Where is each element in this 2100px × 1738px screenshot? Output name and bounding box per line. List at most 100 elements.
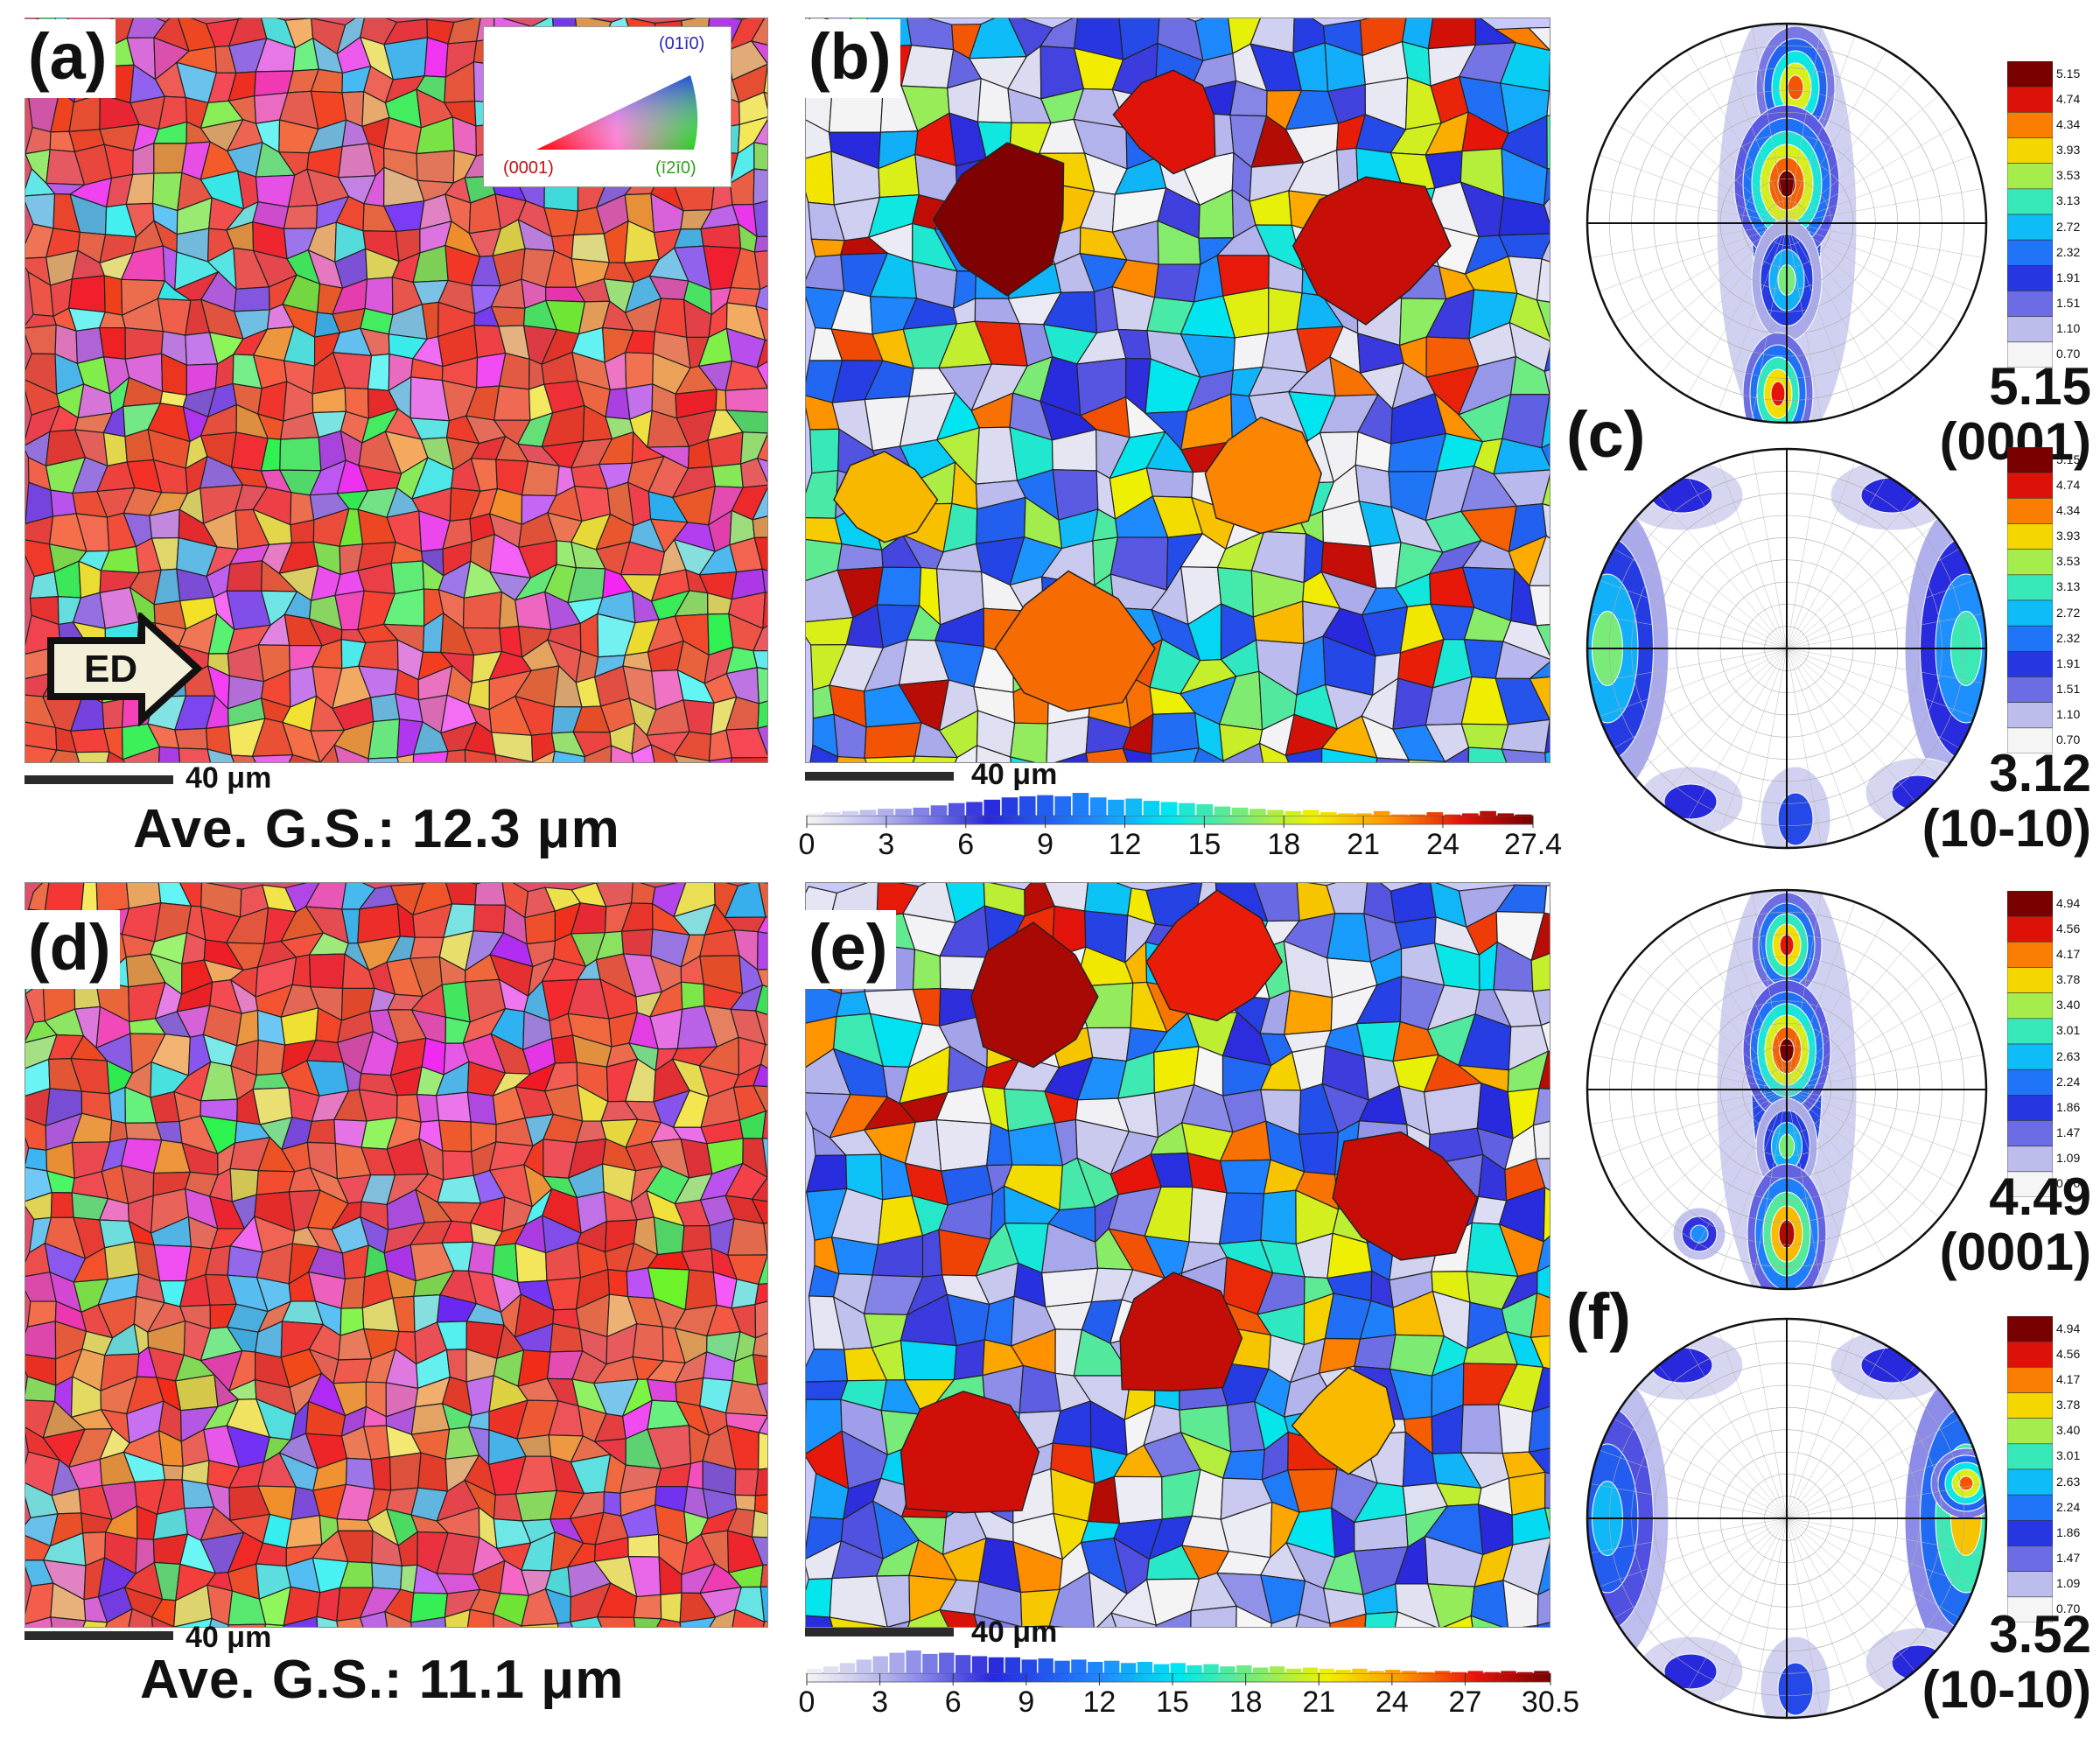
grain bbox=[1508, 292, 1550, 342]
legend-swatch bbox=[2007, 1571, 2053, 1598]
histogram-bar bbox=[1467, 1671, 1483, 1673]
grain bbox=[1530, 912, 1550, 962]
pf-grid-spoke bbox=[1786, 648, 1975, 718]
grain bbox=[80, 883, 99, 915]
legend-label: 4.34 bbox=[2056, 502, 2081, 517]
avg-grain-size-a: Ave. G.S.: 12.3 μm bbox=[133, 799, 620, 859]
grain bbox=[1320, 747, 1378, 762]
pf-grid-spoke bbox=[1786, 613, 1984, 649]
grain bbox=[1364, 1611, 1398, 1627]
tick-label: 6 bbox=[957, 828, 975, 861]
tick-label: 0 bbox=[798, 828, 816, 861]
grain bbox=[809, 428, 840, 474]
grain bbox=[806, 1380, 849, 1400]
grain bbox=[607, 1268, 629, 1298]
grain bbox=[1544, 368, 1550, 396]
grain bbox=[69, 728, 110, 753]
grain bbox=[761, 1138, 767, 1179]
grain bbox=[472, 904, 507, 934]
grain bbox=[1408, 759, 1446, 762]
tick-label: 0 bbox=[798, 1685, 816, 1719]
grain bbox=[1541, 239, 1550, 263]
legend-swatch bbox=[2007, 86, 2053, 113]
histogram-bar bbox=[895, 809, 912, 816]
grain bbox=[279, 437, 322, 472]
legend-label: 1.51 bbox=[2056, 296, 2081, 311]
histogram-bar bbox=[1231, 807, 1249, 816]
grain bbox=[1501, 748, 1547, 762]
grain bbox=[1150, 747, 1200, 762]
grain bbox=[254, 70, 294, 97]
histogram-bar bbox=[1338, 813, 1354, 816]
grain bbox=[756, 1382, 767, 1416]
legend-label: 4.17 bbox=[2056, 946, 2081, 961]
legend-swatch bbox=[2007, 727, 2053, 753]
grain bbox=[700, 223, 742, 249]
grain bbox=[1390, 883, 1437, 924]
grain bbox=[654, 298, 688, 339]
grain bbox=[756, 930, 767, 971]
legend-label: 4.94 bbox=[2056, 1321, 2081, 1335]
grain bbox=[1493, 438, 1550, 475]
grain bbox=[627, 1533, 660, 1558]
grain bbox=[753, 235, 767, 253]
grain bbox=[912, 755, 958, 762]
pf-grid-spoke bbox=[1786, 648, 1856, 837]
pf-grid-spoke bbox=[1786, 548, 1960, 649]
grain bbox=[758, 1415, 767, 1435]
grain bbox=[660, 1592, 682, 1623]
grain bbox=[319, 744, 340, 762]
grain bbox=[1541, 443, 1550, 467]
grain bbox=[103, 275, 123, 316]
legend-swatch bbox=[2007, 61, 2053, 88]
grainsize-grain-mosaic bbox=[806, 883, 1550, 1627]
pf-grid-spoke bbox=[1786, 648, 1984, 683]
large-grain bbox=[833, 451, 939, 543]
ipf-key-left: (0001) bbox=[503, 158, 554, 178]
grain bbox=[603, 1491, 622, 1517]
legend-swatch bbox=[2007, 472, 2053, 499]
grain bbox=[752, 119, 767, 145]
pf-grid-spoke bbox=[1686, 50, 1788, 224]
scale-bar-e bbox=[805, 1628, 954, 1636]
grain bbox=[761, 1111, 767, 1139]
legend-swatch bbox=[2007, 316, 2053, 343]
grain bbox=[900, 1340, 957, 1381]
grain bbox=[753, 1494, 767, 1515]
grain bbox=[1395, 1583, 1440, 1627]
tick-label: 24 bbox=[1426, 828, 1460, 861]
legend-label: 1.91 bbox=[2056, 655, 2081, 670]
legend-swatch bbox=[2007, 599, 2053, 627]
grain bbox=[438, 1119, 472, 1153]
legend-swatch bbox=[2007, 1120, 2053, 1146]
pf-grid-spoke bbox=[1658, 648, 1788, 802]
histogram-bar bbox=[939, 1652, 955, 1673]
legend-swatch bbox=[2007, 163, 2053, 190]
grain bbox=[953, 1339, 985, 1381]
grain bbox=[521, 1622, 559, 1627]
grain bbox=[1530, 952, 1550, 992]
large-grain bbox=[1292, 176, 1452, 326]
grain bbox=[1536, 1235, 1550, 1273]
grain bbox=[104, 1241, 140, 1280]
grain bbox=[631, 744, 655, 762]
legend-label: 0.70 bbox=[2056, 732, 2081, 747]
pf-max-value: 5.15 bbox=[1989, 357, 2091, 416]
pf-max-f-top: 4.49 (0001) bbox=[1925, 1169, 2091, 1279]
pf-grid-spoke bbox=[1599, 222, 1788, 292]
grain bbox=[750, 39, 767, 65]
legend-label: 2.72 bbox=[2056, 219, 2081, 234]
size-distribution-histogram-e bbox=[806, 1650, 1551, 1685]
histogram-bar bbox=[1444, 814, 1461, 816]
pf-grid-spoke bbox=[1718, 35, 1788, 224]
grain bbox=[763, 91, 767, 110]
pf-legend-c-top: 5.15 4.74 4.34 3.93 3.53 3.13 2.72 2.32 1.91 1.51… bbox=[2007, 56, 2100, 371]
grain bbox=[864, 722, 922, 759]
panel-label-d: (d) bbox=[24, 910, 120, 989]
grain bbox=[1284, 747, 1323, 762]
grain bbox=[174, 727, 208, 750]
legend-swatch bbox=[2007, 702, 2053, 729]
grain bbox=[752, 1354, 767, 1386]
legend-label: 1.47 bbox=[2056, 1125, 2081, 1140]
pf-grid-spoke bbox=[1786, 475, 1887, 649]
